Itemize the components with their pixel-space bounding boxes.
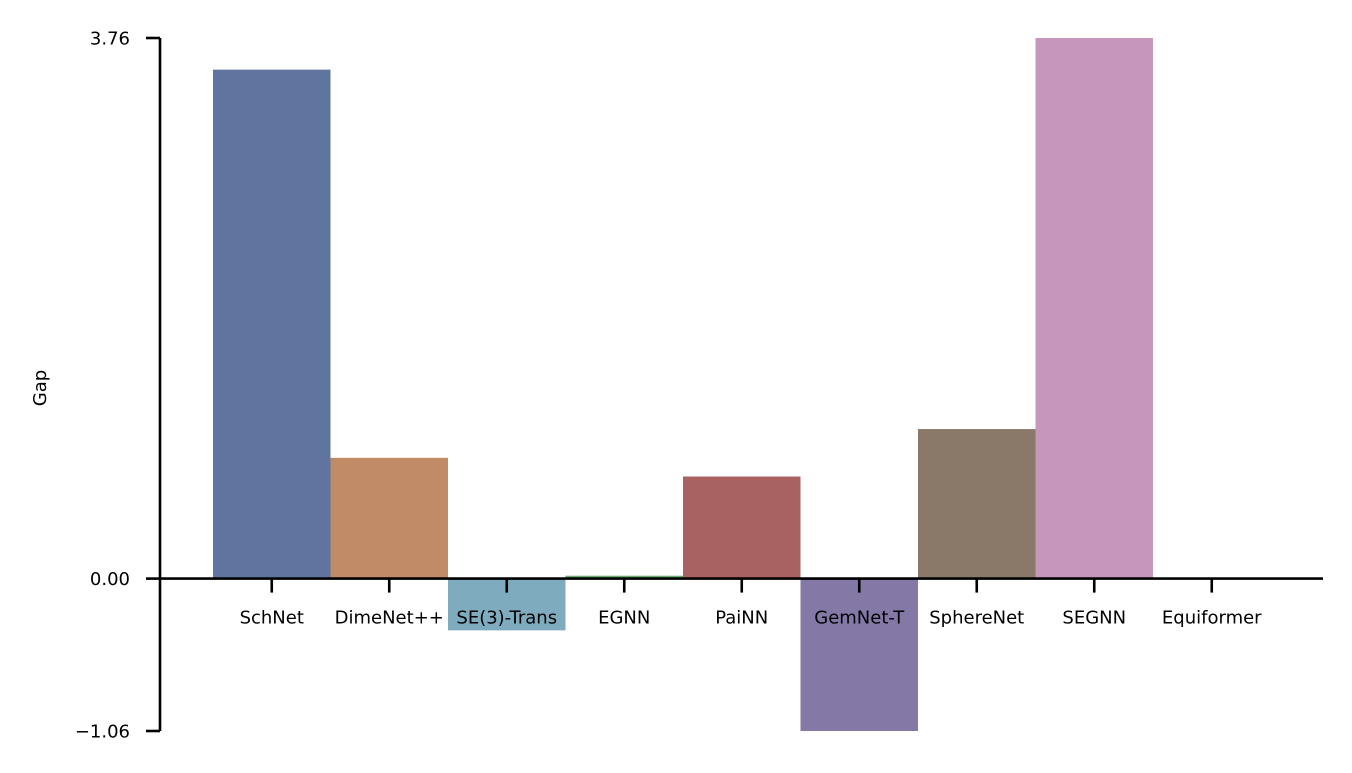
x-tick-label: SE(3)-Trans xyxy=(456,608,557,629)
bar-segnn xyxy=(1035,38,1153,579)
x-tick-label: EGNN xyxy=(598,608,650,629)
bar-egnn xyxy=(565,575,683,579)
y-ticks-group: 3.76 0.00 −1.06 xyxy=(75,29,160,743)
x-ticks-group: SchNet DimeNet++ SE(3)-Trans EGNN PaiNN GemNe… xyxy=(240,578,1262,629)
x-tick-label: DimeNet++ xyxy=(335,608,444,629)
bar-spherenet xyxy=(918,429,1036,579)
bar-dimenet xyxy=(330,457,448,579)
x-tick-label: PaiNN xyxy=(715,608,768,629)
y-axis-title: Gap xyxy=(30,370,51,406)
y-tick-label: −1.06 xyxy=(75,722,130,743)
y-tick-label: 0.00 xyxy=(90,569,130,590)
x-tick-label: SphereNet xyxy=(929,608,1024,629)
x-tick-label: Equiformer xyxy=(1162,608,1262,629)
bar-schnet xyxy=(213,69,331,579)
x-tick-label: SEGNN xyxy=(1062,608,1126,629)
x-tick-label: SchNet xyxy=(240,608,304,629)
bar-painn xyxy=(683,476,801,579)
bar-gemnet-t xyxy=(800,578,918,731)
y-tick-label: 3.76 xyxy=(90,29,130,50)
bars-group xyxy=(213,38,1153,731)
x-tick-label: GemNet-T xyxy=(814,608,905,629)
